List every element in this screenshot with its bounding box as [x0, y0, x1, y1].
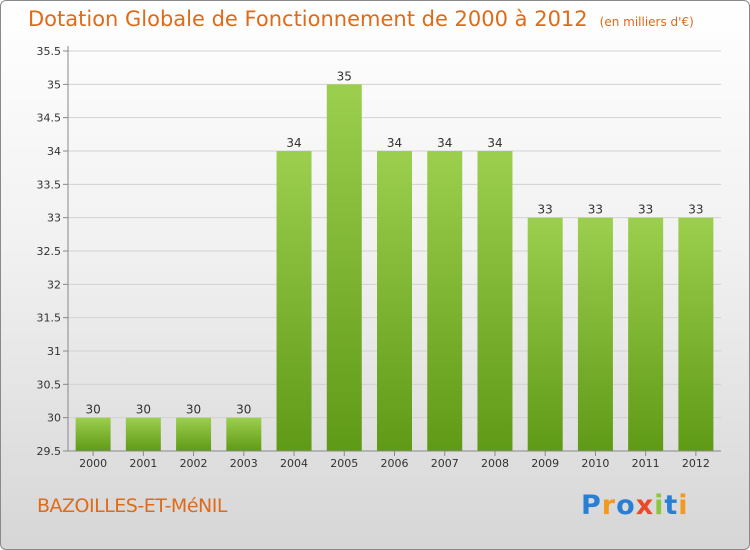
- bar: [477, 151, 513, 451]
- x-tick-label: 2012: [682, 457, 710, 470]
- logo-letter: i: [678, 490, 689, 521]
- logo-letter: t: [664, 490, 679, 521]
- axes: [63, 46, 721, 456]
- x-tick-label: 2009: [531, 457, 559, 470]
- y-tick-label: 34.5: [37, 112, 62, 125]
- data-label: 30: [186, 403, 201, 417]
- bar: [527, 217, 563, 451]
- data-label: 33: [638, 203, 653, 217]
- proxiti-logo[interactable]: Proxiti: [581, 490, 689, 521]
- bar: [678, 217, 714, 451]
- y-tick-label: 31.5: [37, 312, 62, 325]
- bar: [276, 151, 312, 451]
- data-label: 33: [688, 203, 703, 217]
- x-tick-label: 2003: [230, 457, 258, 470]
- x-tick-label: 2004: [280, 457, 308, 470]
- bar: [427, 151, 463, 451]
- y-tick-label: 32.5: [37, 245, 62, 258]
- chart-title: Dotation Globale de Fonctionnement de 20…: [28, 7, 694, 31]
- title-text: Dotation Globale de Fonctionnement de 20…: [28, 7, 588, 31]
- logo-letter: P: [581, 490, 602, 521]
- y-tick-label: 30: [47, 412, 61, 425]
- data-label: 30: [236, 403, 251, 417]
- x-tick-label: 2008: [481, 457, 509, 470]
- labels: 29.5 30 30.5 31 31.5 32 32.5 33 33.5 34 34.5 35 35.5…: [37, 45, 710, 470]
- logo-letter: o: [616, 490, 636, 521]
- x-tick-label: 2006: [381, 457, 409, 470]
- data-label: 35: [337, 69, 352, 83]
- commune-name: BAZOILLES-ET-MéNIL: [37, 495, 227, 517]
- logo-letter: x: [635, 490, 655, 521]
- y-tick-label: 33.5: [37, 178, 62, 191]
- bar: [226, 417, 262, 451]
- x-tick-label: 2005: [330, 457, 358, 470]
- x-tick-label: 2001: [129, 457, 157, 470]
- x-tick-label: 2000: [79, 457, 107, 470]
- bar: [628, 217, 664, 451]
- bar: [326, 84, 362, 451]
- bars: [75, 84, 714, 451]
- x-tick-label: 2010: [581, 457, 609, 470]
- y-tick-label: 35.5: [37, 45, 62, 58]
- y-tick-label: 32: [47, 278, 61, 291]
- y-tick-label: 33: [47, 212, 61, 225]
- data-label: 30: [85, 403, 100, 417]
- bar: [125, 417, 161, 451]
- y-tick-label: 31: [47, 345, 61, 358]
- bar: [75, 417, 111, 451]
- logo-letter: i: [654, 490, 665, 521]
- data-label: 33: [588, 203, 603, 217]
- logo-letter: r: [601, 490, 617, 521]
- y-tick-label: 35: [47, 78, 61, 91]
- bar: [176, 417, 212, 451]
- y-tick-label: 29.5: [37, 445, 62, 458]
- data-label: 34: [487, 136, 502, 150]
- unit-note: (en milliers d'€): [599, 15, 694, 29]
- x-tick-label: 2007: [431, 457, 459, 470]
- data-label: 34: [387, 136, 402, 150]
- y-tick-label: 34: [47, 145, 61, 158]
- bar: [377, 151, 412, 451]
- x-tick-label: 2002: [180, 457, 208, 470]
- x-tick-label: 2011: [632, 457, 660, 470]
- data-label: 34: [286, 136, 301, 150]
- bar: [577, 217, 613, 451]
- data-label: 33: [538, 203, 553, 217]
- data-label: 34: [437, 136, 452, 150]
- data-label: 30: [136, 403, 151, 417]
- y-tick-label: 30.5: [37, 378, 62, 391]
